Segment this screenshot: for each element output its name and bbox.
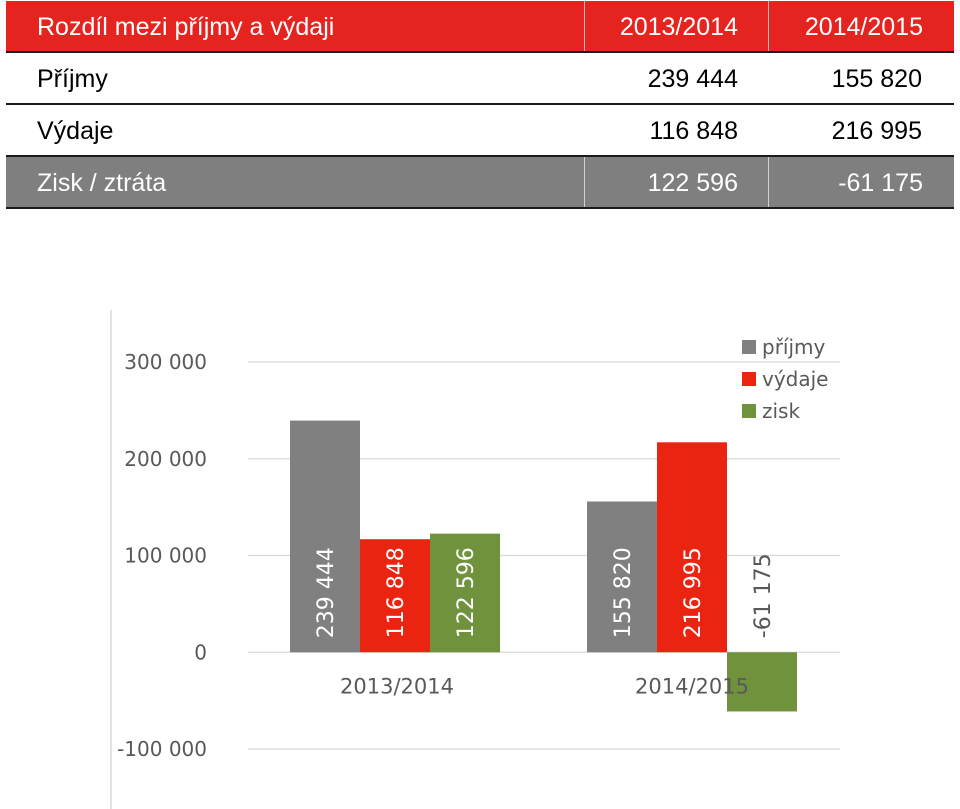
legend-label: výdaje (762, 367, 828, 391)
legend-swatch-zisk (742, 404, 756, 418)
data-label: -61 175 (751, 553, 776, 638)
bar-zisk (727, 652, 797, 712)
column-divider (768, 1, 769, 51)
legend-label: zisk (762, 399, 800, 423)
data-label: 216 995 (681, 547, 706, 638)
bar-příjmy (587, 501, 657, 653)
header-label: Rozdíl mezi příjmy a výdaji (37, 13, 335, 41)
table-footer-row: Zisk / ztráta 122 596 -61 175 (6, 155, 954, 209)
data-label: 116 848 (384, 547, 409, 638)
x-category-label: 2014/2015 (635, 674, 749, 698)
legend-swatch-výdaje (742, 372, 756, 386)
row-value: 239 444 (647, 65, 738, 93)
header-col-2014-2015: 2014/2015 (768, 1, 923, 51)
bar-chart-svg: 300 000 200 000 100 000 0 -100 000 239 444 155… (110, 310, 840, 809)
y-tick-label: -100 000 (117, 737, 207, 761)
y-tick-label: 300 000 (124, 350, 207, 374)
column-divider (584, 157, 585, 207)
y-tick-label: 200 000 (124, 447, 207, 471)
row-label-prijmy: Příjmy (37, 65, 108, 93)
data-label: 122 596 (454, 547, 479, 638)
column-divider (584, 1, 585, 51)
bar-chart: 300 000 200 000 100 000 0 -100 000 239 444 155… (100, 310, 860, 809)
header-col-2013-2014: 2013/2014 (584, 1, 738, 51)
legend-swatch-příjmy (742, 340, 756, 354)
row-label-vydaje: Výdaje (37, 117, 114, 145)
summary-table: Rozdíl mezi příjmy a výdaji 2013/2014 20… (6, 1, 954, 209)
data-label: 239 444 (314, 547, 339, 638)
y-tick-label: 100 000 (124, 544, 207, 568)
footer-value: -61 175 (768, 157, 923, 207)
bar-příjmy (290, 420, 360, 653)
y-tick-label: 0 (194, 640, 207, 664)
bar-zisk (430, 533, 500, 653)
footer-label: Zisk / ztráta (37, 169, 167, 197)
row-value: 116 848 (649, 117, 738, 145)
table-header-row: Rozdíl mezi příjmy a výdaji 2013/2014 20… (6, 1, 954, 51)
bar-výdaje (360, 539, 430, 653)
data-label: 155 820 (611, 547, 636, 638)
column-divider (768, 157, 769, 207)
footer-value: 122 596 (584, 157, 738, 207)
table-row: Příjmy 239 444 155 820 (6, 51, 954, 103)
row-value: 155 820 (831, 65, 922, 93)
legend-label: příjmy (762, 335, 826, 359)
table-row: Výdaje 116 848 216 995 (6, 103, 954, 155)
row-value: 216 995 (831, 117, 922, 145)
x-category-label: 2013/2014 (340, 674, 454, 698)
bar-výdaje (657, 442, 727, 653)
